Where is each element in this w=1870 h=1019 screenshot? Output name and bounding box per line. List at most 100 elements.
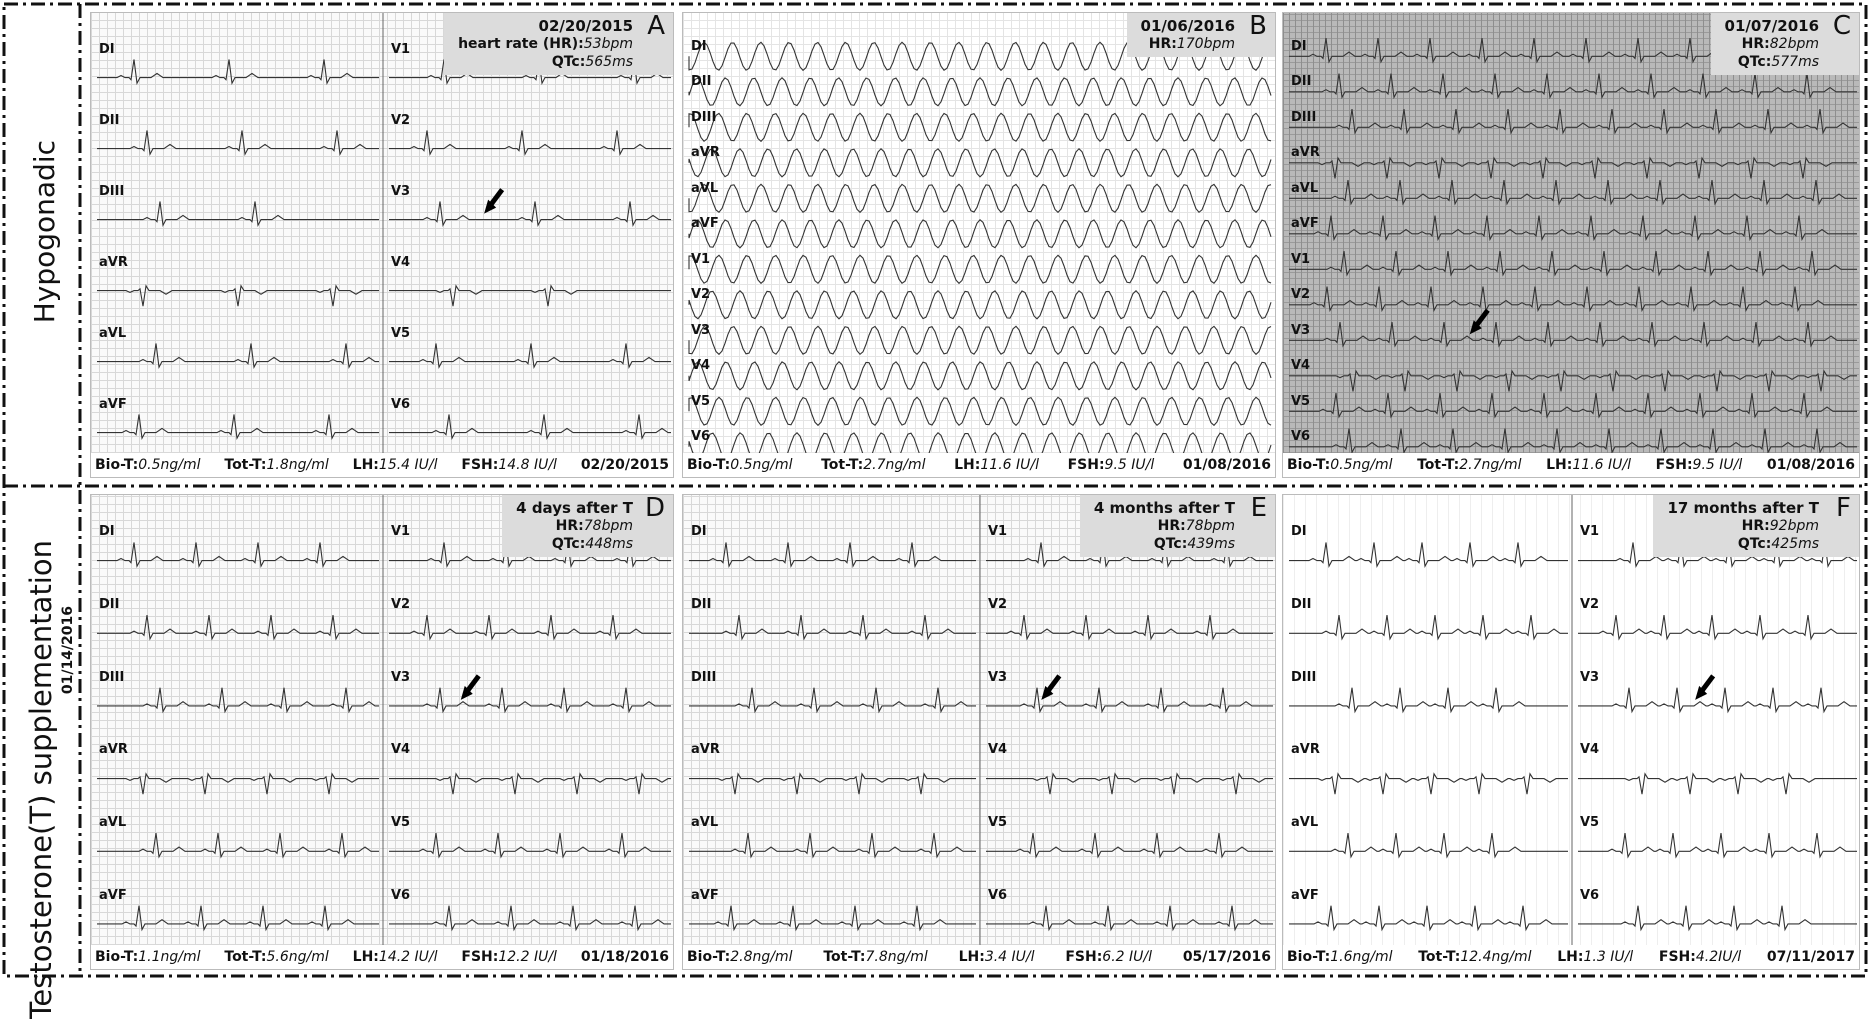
footer-value: 2.7ng/ml — [863, 457, 926, 473]
footer-label: LH: — [1546, 457, 1573, 473]
header-line: QTc:577ms — [1725, 53, 1819, 71]
ecg-trace — [389, 542, 671, 568]
header-line: HR:82bpm — [1725, 35, 1819, 53]
ecg-trace — [689, 772, 976, 795]
header-line: QTc:565ms — [458, 53, 633, 71]
lead-label: DIII — [1291, 669, 1317, 685]
lead-label: V6 — [391, 887, 411, 903]
ecg-panel: DI DII DIII aVR aVL aVF V1 V2 V3 V4 V5 V6 01/07/2016… — [1282, 12, 1860, 478]
lead-label: V6 — [1291, 429, 1311, 445]
arrow — [1699, 674, 1716, 694]
header-title: 4 months after T — [1093, 499, 1235, 517]
lead-label: V5 — [1580, 814, 1600, 830]
ecg-trace — [688, 112, 1272, 143]
lead-label: V3 — [691, 322, 711, 338]
footer-item: LH:14.2 IU/l — [353, 949, 438, 965]
footer-value: 1.3 IU/l — [1583, 949, 1634, 965]
lead-label: DI — [99, 524, 115, 540]
lead-label: aVL — [1291, 814, 1319, 830]
ecg-trace — [1578, 772, 1857, 795]
footer-date: 05/17/2016 — [1182, 949, 1271, 965]
ecg-trace — [986, 614, 1273, 641]
footer-item: Bio-T:0.5ng/ml — [95, 457, 201, 473]
footer-item: Bio-T:0.5ng/ml — [687, 457, 793, 473]
footer-value: 12.2 IU/l — [498, 949, 557, 965]
lead-label: aVL — [691, 814, 719, 830]
panel-footer: Bio-T:1.6ng/ml Tot-T:12.4ng/ml LH:1.3 IU/l… — [1283, 945, 1859, 969]
header-line: HR:92bpm — [1667, 517, 1819, 535]
lead-label: aVF — [691, 887, 719, 903]
header-label: QTc: — [1737, 536, 1772, 552]
footer-item: FSH:9.5 IU/l — [1656, 457, 1743, 473]
lead-label: V2 — [1291, 287, 1311, 303]
header-value: 170bpm — [1176, 36, 1235, 52]
ecg-trace — [689, 832, 976, 859]
lead-label: aVR — [1291, 742, 1320, 758]
header-label: HR: — [1741, 518, 1770, 534]
header-title: 01/07/2016 — [1724, 17, 1819, 35]
header-value: 78bpm — [1185, 518, 1235, 534]
header-title: 02/20/2015 — [538, 17, 633, 35]
ecg-trace — [389, 414, 671, 440]
footer-label: Tot-T: — [1417, 457, 1460, 473]
footer-date: 01/08/2016 — [1182, 457, 1271, 473]
lead-label: V3 — [391, 669, 411, 685]
footer-value: 5.6ng/ml — [266, 949, 329, 965]
lead-label: aVR — [99, 255, 128, 271]
ecg-trace — [1289, 286, 1857, 313]
ecg-trace — [1289, 180, 1857, 206]
ecg-trace — [389, 832, 671, 859]
header-value: 448ms — [585, 536, 633, 552]
arrow-head — [1041, 685, 1054, 700]
ecg-trace — [688, 148, 1272, 178]
header-line: QTc:425ms — [1667, 535, 1819, 553]
ecg-trace — [389, 130, 671, 156]
ecg-trace — [97, 59, 379, 85]
ecg-panel: DI DII DIII aVR aVL aVF V1 V2 V3 V4 V5 V6 02/20/2015… — [90, 12, 674, 478]
ecg-trace — [97, 832, 379, 859]
ecg-trace — [688, 41, 1272, 72]
ecg-trace — [97, 542, 379, 568]
footer-value: 0.5ng/ml — [138, 457, 201, 473]
ecg-trace — [1289, 687, 1568, 714]
footer-item: LH:1.3 IU/l — [1557, 949, 1633, 965]
header-value: 565ms — [585, 54, 633, 70]
header-title: 17 months after T — [1667, 499, 1819, 517]
footer-label: LH: — [958, 949, 985, 965]
footer-item: FSH:6.2 IU/l — [1065, 949, 1152, 965]
lead-label: DII — [1291, 74, 1312, 90]
ecg-trace — [689, 687, 976, 714]
footer-date: 01/18/2016 — [580, 949, 669, 965]
header-label: QTc: — [1737, 54, 1772, 70]
footer-label: FSH: — [1658, 949, 1696, 965]
lead-label: V2 — [691, 287, 711, 303]
header-label: HR: — [555, 518, 584, 534]
footer-value: 15.4 IU/l — [378, 457, 438, 473]
panel-footer: Bio-T:2.8ng/ml Tot-T:7.8ng/ml LH:3.4 IU/l F… — [683, 945, 1275, 969]
lead-label: aVL — [1291, 180, 1319, 196]
panel-letter: E — [1250, 494, 1267, 523]
lead-label: DI — [691, 38, 707, 54]
ecg-trace — [689, 905, 976, 932]
footer-value: 1.1ng/ml — [138, 949, 201, 965]
row-label: Testosterone(T) supplementation — [24, 540, 58, 1019]
lead-label: V6 — [391, 397, 411, 413]
footer-label: Bio-T: — [1287, 949, 1331, 965]
ecg-trace — [1289, 251, 1857, 277]
ecg-traces — [689, 495, 1273, 947]
frame — [2, 2, 1868, 978]
header-value: 82bpm — [1769, 36, 1819, 52]
panel-header: 01/06/2016 HR:170bpm B — [1126, 13, 1275, 57]
panel-header: 4 months after T HR:78bpm QTc:439ms E — [1079, 494, 1275, 557]
lead-label: V3 — [988, 669, 1008, 685]
ecg-traces — [97, 495, 671, 947]
lead-label: V6 — [691, 429, 711, 445]
footer-label: Tot-T: — [821, 457, 864, 473]
lead-label: V6 — [988, 887, 1008, 903]
panel-footer: Bio-T:0.5ng/ml Tot-T:1.8ng/ml LH:15.4 IU/l… — [91, 453, 673, 477]
ecg-trace — [986, 832, 1273, 859]
footer-label: LH: — [1557, 949, 1584, 965]
footer-label: FSH: — [1655, 457, 1693, 473]
ecg-traces — [1289, 495, 1857, 947]
ecg-trace — [1289, 215, 1857, 242]
